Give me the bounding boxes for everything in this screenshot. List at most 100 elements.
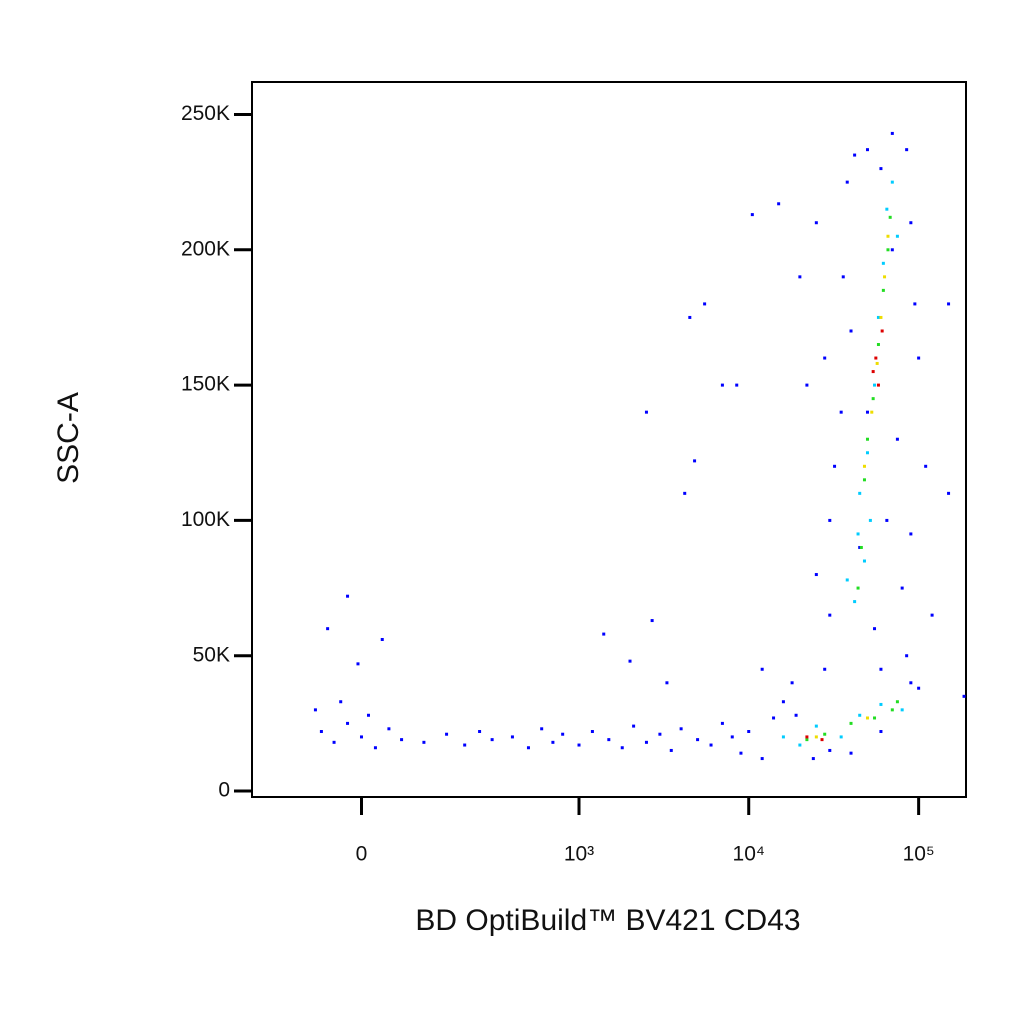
event-dot <box>879 730 883 734</box>
event-dot <box>798 743 802 747</box>
event-dot <box>909 681 913 685</box>
event-dot <box>387 727 391 731</box>
event-dot <box>883 275 887 279</box>
y-tick-label: 250K <box>181 102 230 125</box>
event-dot <box>445 732 449 736</box>
event-dot <box>895 437 899 441</box>
event-dot <box>876 315 880 319</box>
event-dot <box>805 738 809 742</box>
event-dot <box>900 586 904 590</box>
event-dot <box>490 738 494 742</box>
event-dot <box>845 180 849 184</box>
event-dot <box>540 727 544 731</box>
event-dot <box>814 221 818 225</box>
event-dot <box>865 410 869 414</box>
event-dot <box>833 464 837 468</box>
event-dot <box>888 215 892 219</box>
y-axis-title: SSC-A <box>52 392 85 484</box>
event-dot <box>814 735 818 739</box>
event-dot <box>669 748 673 752</box>
event-dot <box>875 361 879 365</box>
event-dot <box>865 148 869 152</box>
y-tick-label: 100K <box>181 508 230 531</box>
event-dot <box>859 545 863 549</box>
event-dot <box>380 637 384 641</box>
event-dot <box>862 559 866 563</box>
x-tick-label: 10⁵ <box>903 843 935 866</box>
event-dot <box>683 491 687 495</box>
y-tick-label: 0 <box>218 779 230 802</box>
event-dot <box>895 234 899 238</box>
event-dot <box>422 740 426 744</box>
event-dot <box>909 532 913 536</box>
event-dot <box>400 738 404 742</box>
event-dot <box>890 248 894 252</box>
event-dot <box>900 708 904 712</box>
event-dot <box>781 700 785 704</box>
event-dot <box>913 302 917 306</box>
event-dot <box>777 202 781 206</box>
event-dot <box>823 732 827 736</box>
event-dot <box>881 261 885 265</box>
y-tick-label: 50K <box>193 643 230 666</box>
plot-frame <box>251 81 967 798</box>
event-dot <box>750 213 754 217</box>
event-dot <box>319 730 323 734</box>
event-dot <box>849 721 853 725</box>
event-dot <box>696 738 700 742</box>
event-dot <box>339 700 343 704</box>
event-dot <box>760 757 764 761</box>
event-dot <box>905 148 909 152</box>
event-dot <box>865 451 869 455</box>
event-dot <box>730 735 734 739</box>
event-dot <box>373 746 377 750</box>
event-dot <box>602 632 606 636</box>
event-dot <box>620 746 624 750</box>
event-dot <box>720 721 724 725</box>
event-dot <box>890 131 894 135</box>
event-dot <box>346 594 350 598</box>
event-dot <box>879 702 883 706</box>
event-dot <box>880 329 884 333</box>
event-dot <box>858 491 862 495</box>
event-dot <box>890 708 894 712</box>
event-dot <box>871 370 875 374</box>
event-dot <box>886 248 890 252</box>
event-dot <box>849 751 853 755</box>
event-dot <box>823 667 827 671</box>
event-dot <box>874 356 878 360</box>
event-dot <box>862 464 866 468</box>
event-dot <box>805 383 809 387</box>
event-dot <box>607 738 611 742</box>
event-dot <box>890 180 894 184</box>
event-dot <box>828 518 832 522</box>
event-dot <box>865 716 869 720</box>
event-dot <box>853 600 857 604</box>
event-dot <box>828 748 832 752</box>
x-tick-label: 0 <box>356 843 368 866</box>
event-dot <box>823 356 827 360</box>
event-dot <box>590 730 594 734</box>
event-dot <box>865 437 869 441</box>
event-dot <box>876 343 880 347</box>
event-dot <box>703 302 707 306</box>
event-dot <box>356 662 360 666</box>
event-dot <box>909 221 913 225</box>
event-dot <box>359 735 363 739</box>
event-dot <box>885 518 889 522</box>
event-dot <box>332 740 336 744</box>
event-dot <box>551 740 555 744</box>
event-dot <box>947 491 951 495</box>
event-dot <box>930 613 934 617</box>
event-dot <box>845 578 849 582</box>
event-dot <box>693 459 697 463</box>
event-dot <box>313 708 317 712</box>
event-dot <box>644 740 648 744</box>
event-dot <box>650 619 654 623</box>
event-dot <box>632 724 636 728</box>
event-dot <box>853 153 857 157</box>
event-dot <box>856 586 860 590</box>
event-dot <box>820 738 824 742</box>
x-axis-title: BD OptiBuild™ BV421 CD43 <box>415 904 800 937</box>
event-dot <box>665 681 669 685</box>
